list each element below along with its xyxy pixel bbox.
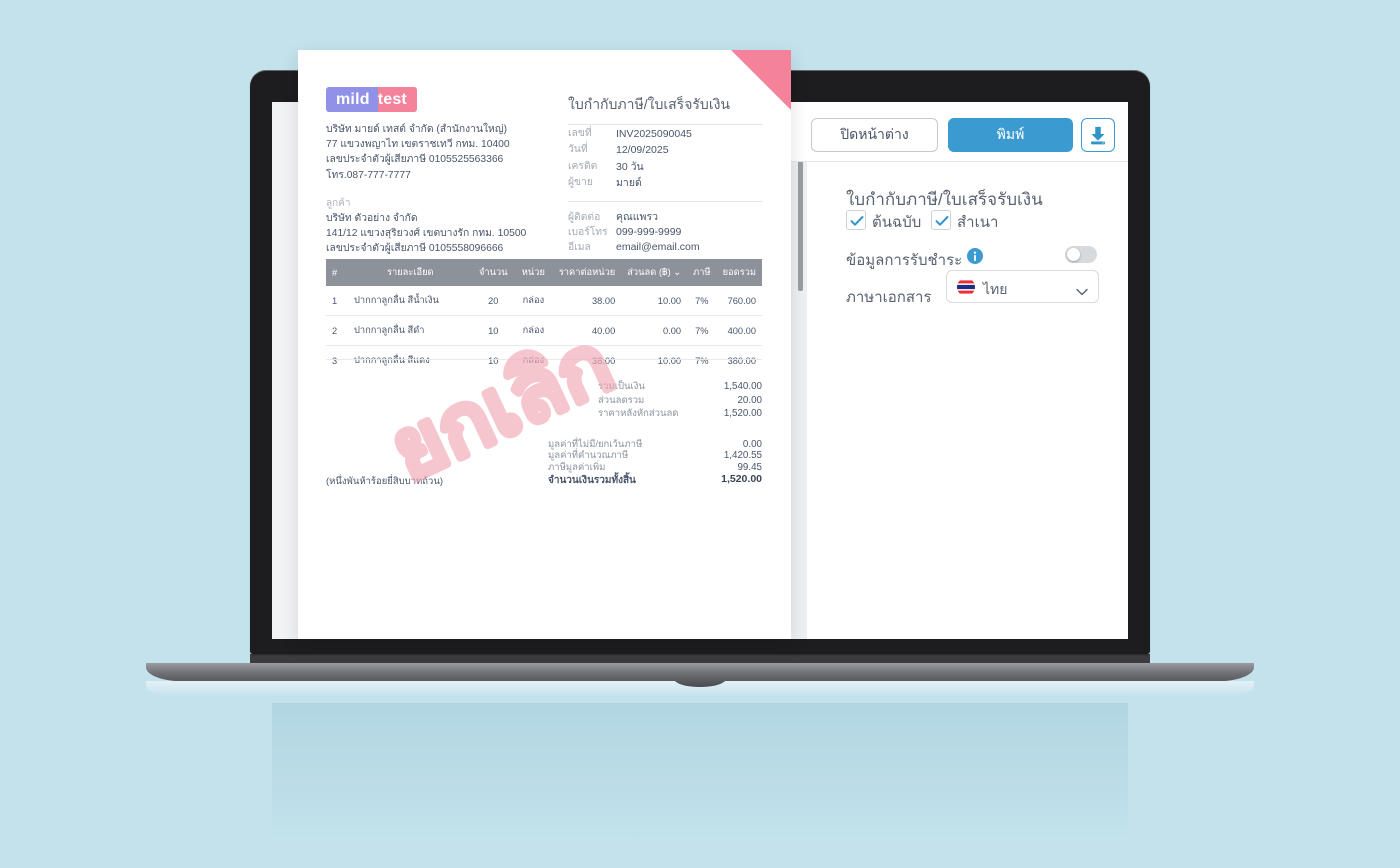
svg-text:ยกเลิก: ยกเลิก <box>377 315 626 498</box>
